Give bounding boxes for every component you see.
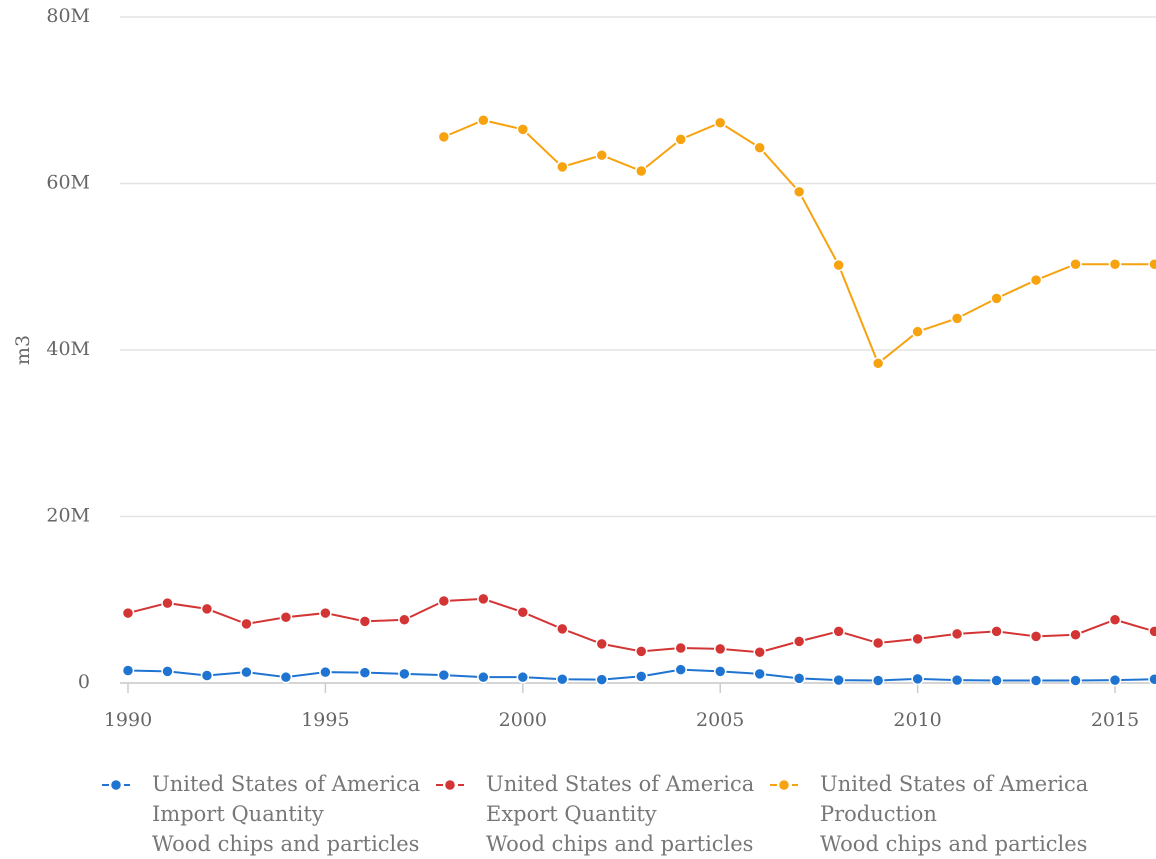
data-point: [635, 164, 648, 178]
data-point: [792, 185, 806, 199]
data-point: [950, 673, 964, 687]
data-point: [358, 666, 372, 679]
data-point: [240, 617, 253, 631]
data-point: [990, 625, 1003, 638]
data-point: [871, 674, 885, 687]
data-point: [635, 670, 648, 683]
data-point: [1069, 628, 1082, 641]
data-point: [477, 592, 490, 606]
data-point: [1029, 674, 1043, 687]
data-point: [200, 602, 214, 616]
data-point: [990, 674, 1003, 687]
series-line: [127, 597, 1155, 654]
data-point: [200, 669, 214, 682]
data-point: [516, 670, 530, 684]
data-point: [674, 663, 687, 676]
x-tick-label: 1990: [104, 709, 152, 731]
legend-marker: [777, 778, 791, 792]
data-point: [161, 665, 174, 678]
data-point: [1108, 258, 1122, 271]
data-point: [871, 357, 885, 370]
x-tick-label: 2005: [696, 709, 744, 731]
series-line: [443, 119, 1155, 365]
legend-marker: [443, 778, 457, 792]
data-point: [161, 596, 174, 610]
data-point: [832, 673, 845, 687]
y-axis-label: m3: [12, 335, 34, 365]
data-point: [358, 615, 372, 628]
data-point: [713, 642, 727, 656]
data-point: [1148, 625, 1156, 638]
legend-item: United States of America Import Quantity…: [152, 772, 421, 856]
data-point: [1148, 258, 1156, 271]
data-point: [1029, 273, 1043, 287]
y-tick-label: 60M: [46, 172, 90, 194]
data-point: [753, 141, 766, 154]
legend-marker: [109, 778, 123, 792]
data-point: [990, 292, 1003, 305]
x-tick-label: 2015: [1091, 709, 1139, 731]
y-tick-label: 0: [78, 671, 90, 693]
data-point: [398, 613, 411, 626]
data-point: [556, 160, 569, 174]
data-point: [437, 594, 451, 608]
data-point: [1108, 613, 1122, 626]
data-point: [595, 637, 609, 651]
data-point: [595, 673, 609, 686]
data-point: [516, 605, 530, 619]
data-point: [1069, 258, 1082, 271]
data-point: [950, 627, 964, 641]
data-point: [753, 667, 766, 681]
data-point: [753, 645, 766, 659]
x-tick-label: 2010: [893, 709, 941, 731]
data-point: [121, 606, 135, 620]
data-point: [911, 632, 924, 646]
data-point: [437, 668, 451, 682]
legend-label: United States of America Production Wood…: [820, 772, 1089, 856]
legend-item: United States of America Production Wood…: [820, 772, 1089, 856]
y-tick-label: 20M: [46, 505, 90, 527]
data-point: [832, 625, 845, 638]
x-tick-label: 2000: [499, 709, 547, 731]
data-point: [398, 667, 411, 681]
data-point: [792, 635, 806, 648]
y-tick-label: 80M: [46, 5, 90, 27]
data-point: [1029, 630, 1043, 643]
legend-item: United States of America Export Quantity…: [486, 772, 755, 856]
data-point: [477, 670, 490, 684]
x-tick-label: 1995: [301, 709, 349, 731]
data-point: [319, 665, 332, 679]
legend-label: United States of America Export Quantity…: [486, 772, 755, 856]
data-point: [950, 312, 964, 325]
data-point: [1148, 673, 1156, 686]
data-point: [871, 636, 885, 650]
data-point: [674, 641, 687, 655]
data-point: [240, 665, 253, 679]
data-point: [279, 670, 293, 684]
data-point: [911, 672, 924, 686]
data-point: [674, 133, 687, 146]
data-point: [832, 258, 845, 272]
data-point: [279, 610, 293, 624]
data-point: [477, 113, 490, 127]
data-point: [121, 664, 135, 677]
data-point: [556, 673, 569, 686]
legend-label: United States of America Import Quantity…: [152, 772, 421, 856]
data-point: [516, 123, 530, 136]
data-point: [595, 148, 609, 162]
data-point: [792, 672, 806, 685]
data-point: [635, 645, 648, 658]
y-tick-label: 40M: [46, 338, 90, 360]
data-point: [556, 622, 569, 636]
data-point: [713, 665, 727, 678]
data-point: [1108, 673, 1122, 687]
data-point: [319, 606, 332, 620]
data-point: [1069, 674, 1082, 687]
data-point: [437, 130, 451, 144]
data-point: [911, 325, 924, 338]
data-point: [713, 116, 727, 129]
